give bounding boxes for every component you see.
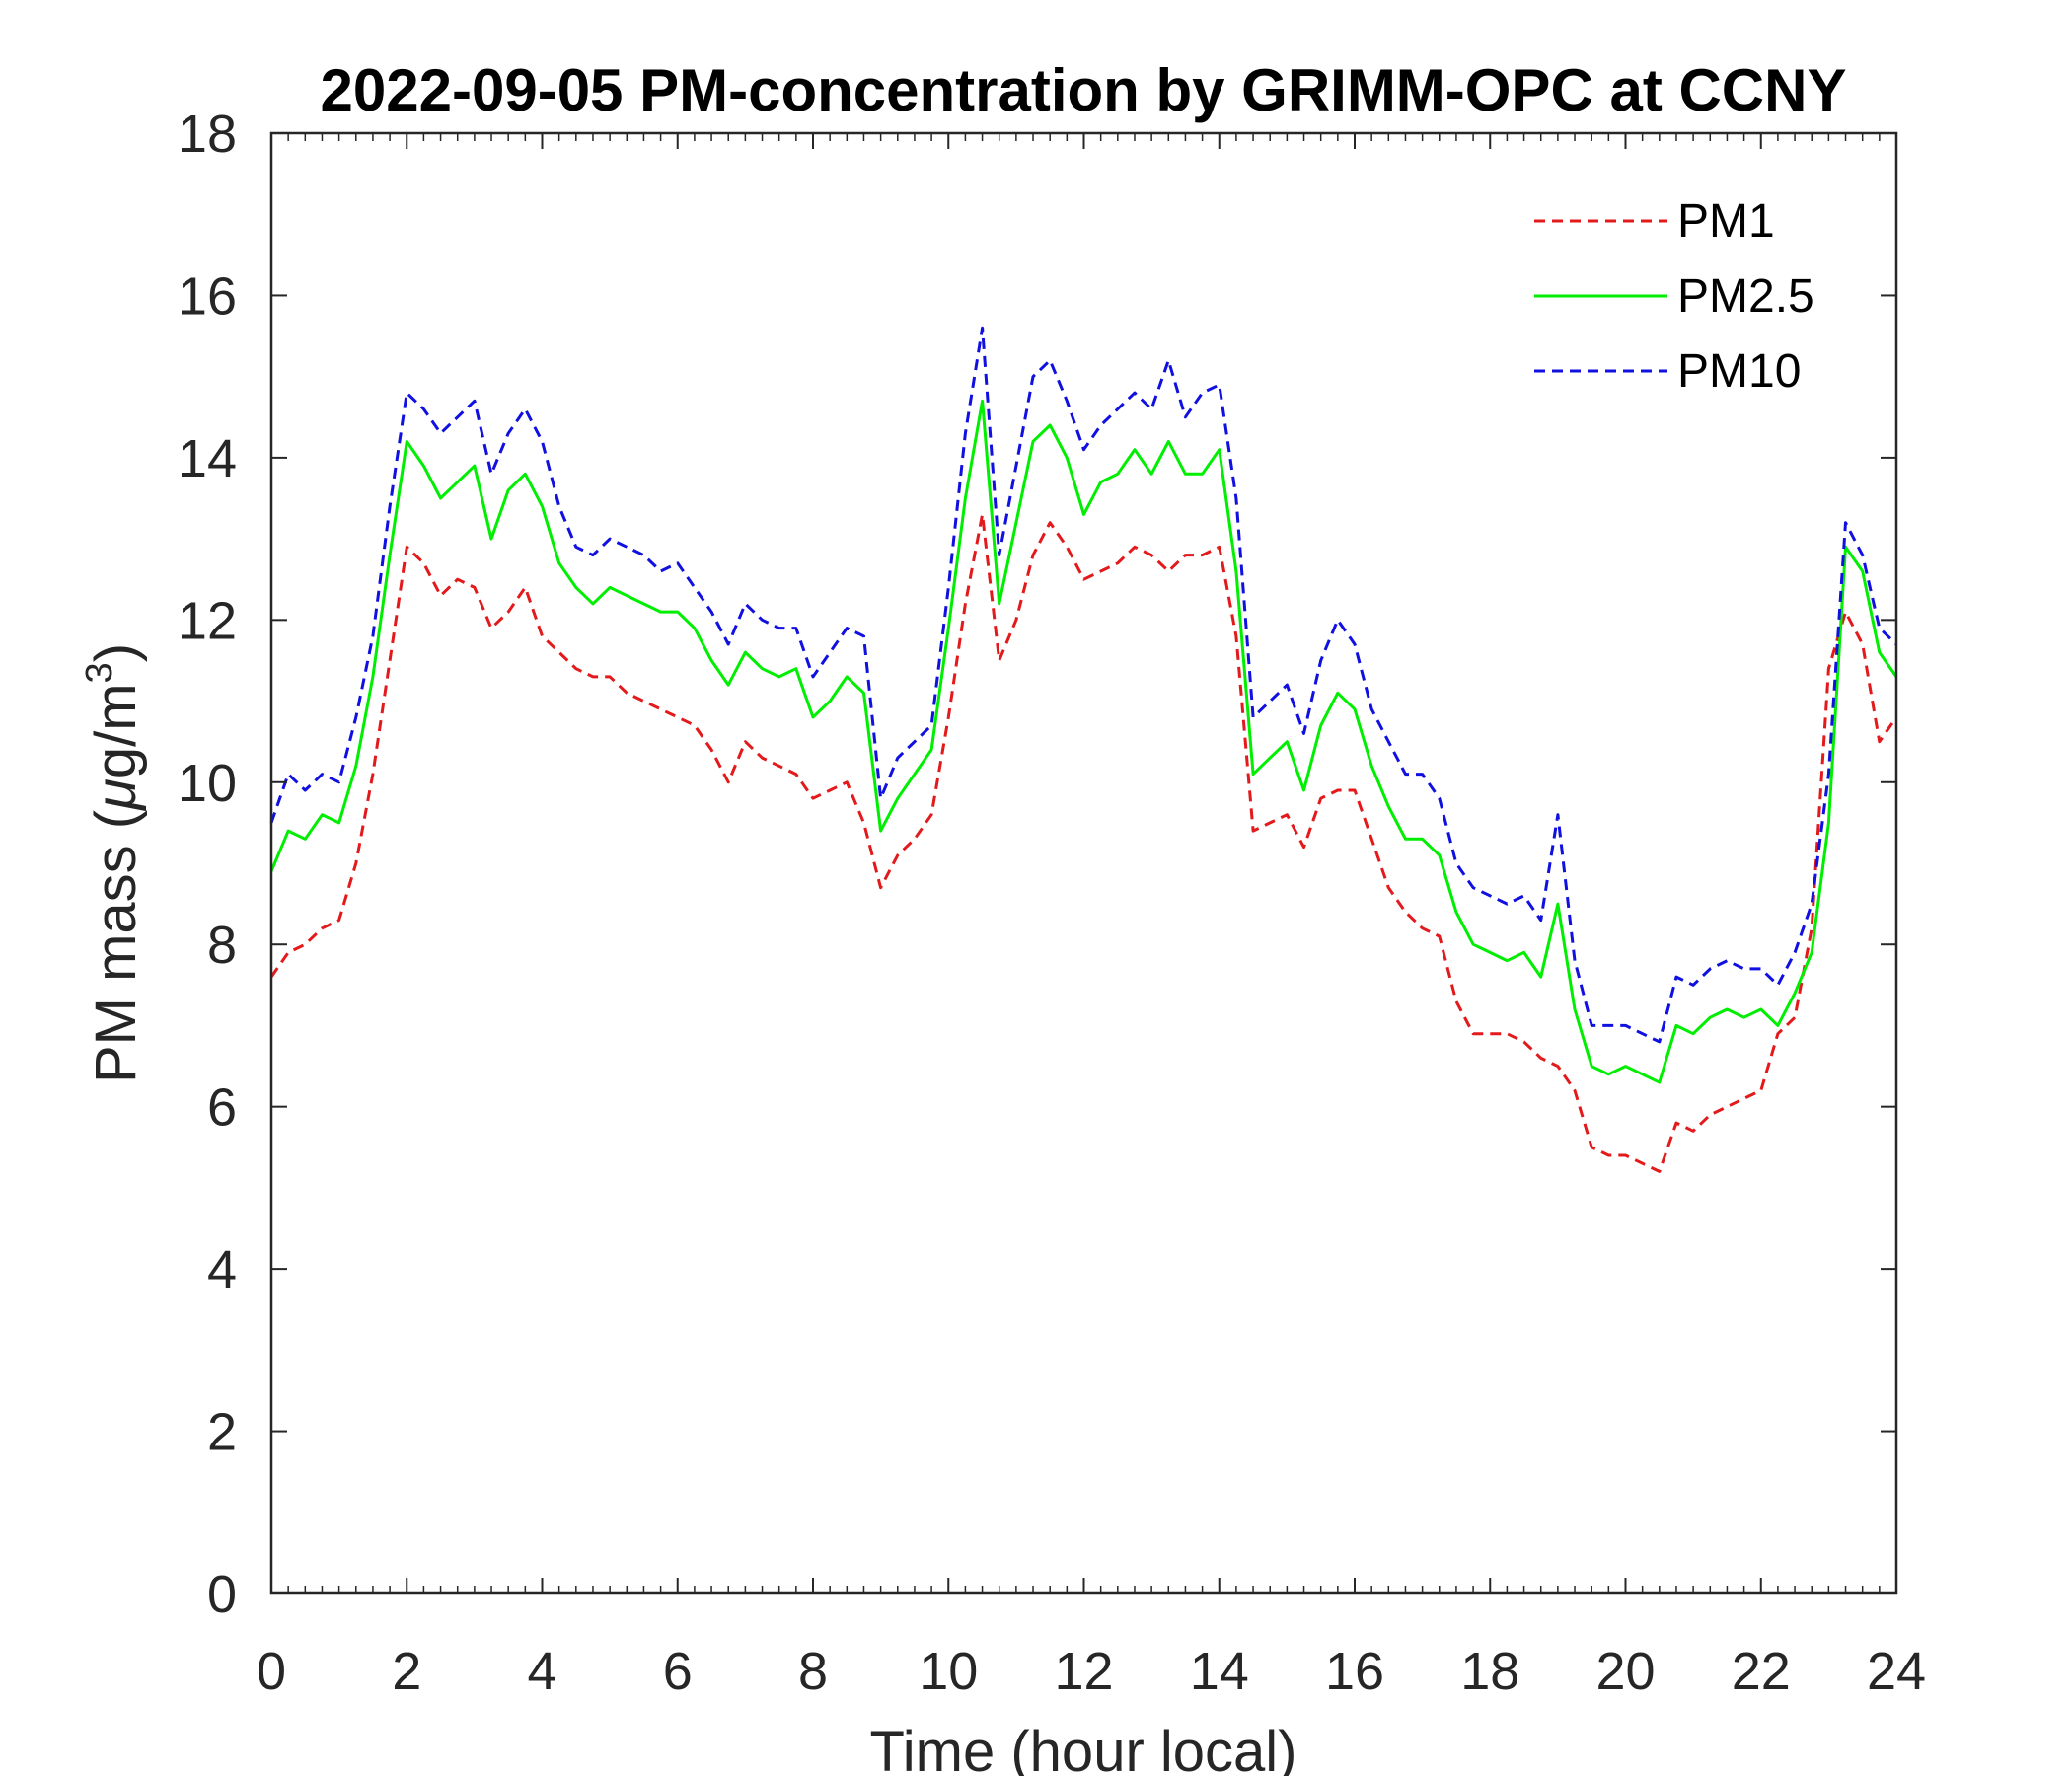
y-axis-title: PM mass (μg/m3): [79, 643, 148, 1083]
legend-label-pm2-5: PM2.5: [1677, 270, 1814, 323]
ticks-layer: [270, 132, 1897, 1594]
x-tick-label: 0: [257, 1642, 286, 1701]
y-axis-title-unit: g/m: [84, 683, 148, 778]
series-line-pm2-5: [269, 399, 1898, 1084]
y-tick-label: 16: [178, 266, 237, 326]
x-tick-label: 22: [1732, 1642, 1791, 1701]
x-tick-label: 8: [798, 1642, 828, 1701]
y-tick-label: 10: [178, 754, 237, 813]
plot-area: [271, 133, 1896, 1593]
series-line-pm10: [269, 326, 1898, 1044]
x-tick-label: 20: [1595, 1642, 1655, 1701]
x-tick-label: 24: [1867, 1642, 1926, 1701]
x-tick-label: 16: [1325, 1642, 1384, 1701]
x-tick-label: 12: [1054, 1642, 1113, 1701]
y-tick-label: 6: [207, 1078, 237, 1138]
y-tick-label: 0: [207, 1565, 237, 1624]
x-axis-title: Time (hour local): [870, 1720, 1297, 1776]
x-tick-label: 10: [919, 1642, 978, 1701]
y-axis-title-close: ): [84, 643, 148, 662]
x-tick-label: 4: [527, 1642, 556, 1701]
plot-frame: [269, 131, 1898, 1595]
series-line-pm1: [269, 512, 1898, 1173]
y-axis-title-sup: 3: [79, 662, 120, 683]
legend: PM1 PM2.5 PM10: [1534, 195, 1814, 398]
x-tick-label: 14: [1190, 1642, 1249, 1701]
y-tick-label: 14: [178, 429, 237, 488]
legend-label-pm10: PM10: [1677, 345, 1801, 398]
legend-label-pm1: PM1: [1677, 195, 1775, 248]
chart-title: 2022-09-05 PM-concentration by GRIMM-OPC…: [321, 57, 1847, 123]
y-tick-label: 12: [178, 591, 237, 650]
x-tick-label: 6: [663, 1642, 693, 1701]
x-tick-label: 18: [1460, 1642, 1519, 1701]
y-tick-label: 18: [178, 105, 237, 164]
y-tick-label: 4: [207, 1240, 237, 1299]
x-tick-label: 2: [392, 1642, 421, 1701]
y-tick-label: 8: [207, 916, 237, 975]
y-axis-title-mu: μ: [84, 778, 148, 812]
y-axis-title-main: PM mass (: [84, 810, 148, 1083]
y-tick-label: 2: [207, 1403, 237, 1462]
series-layer: [269, 326, 1898, 1173]
